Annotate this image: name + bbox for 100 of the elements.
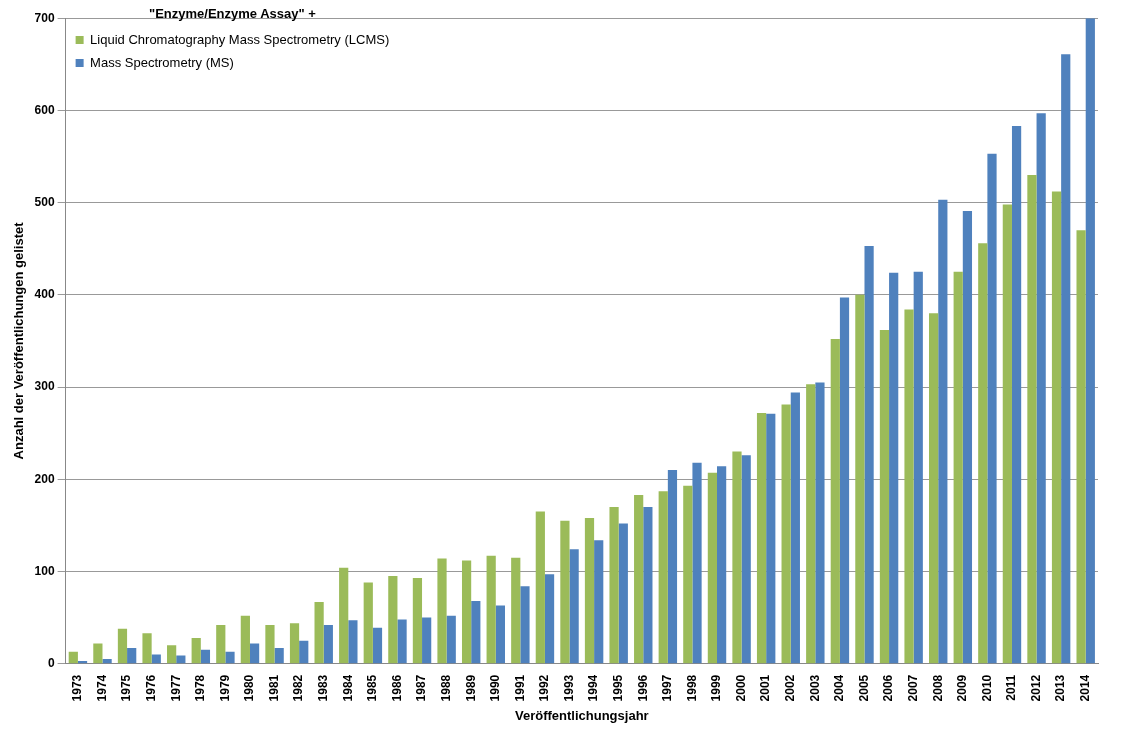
bar [1085, 18, 1095, 664]
x-tick-label: 1985 [365, 674, 380, 702]
x-tick-label: 1973 [70, 674, 85, 702]
bar [495, 605, 505, 664]
bar [584, 518, 595, 664]
bar [127, 648, 137, 664]
bar [274, 648, 284, 664]
bar [314, 601, 324, 664]
bar [756, 412, 767, 664]
bar [560, 520, 570, 664]
x-tick-label: 1999 [709, 674, 724, 702]
x-tick-label: 2004 [832, 674, 847, 702]
bar [339, 567, 349, 664]
bar [879, 329, 890, 664]
bar [1051, 191, 1062, 664]
bar [412, 577, 423, 664]
bar [864, 245, 874, 664]
bar [929, 313, 939, 664]
x-tick-label: 1995 [610, 674, 625, 702]
x-tick-label: 2007 [905, 674, 920, 702]
bar [225, 651, 235, 664]
bar [1011, 126, 1022, 664]
bar [471, 601, 481, 664]
bar [643, 506, 653, 664]
x-tick-label: 1981 [266, 674, 281, 702]
x-tick-label: 1996 [635, 674, 650, 702]
x-tick-label: 1989 [463, 674, 478, 702]
bar [151, 654, 161, 664]
bar [839, 297, 850, 664]
y-tick-label: 100 [34, 563, 55, 578]
bar [520, 586, 530, 664]
bar [68, 651, 78, 664]
x-tick-label: 2012 [1028, 674, 1043, 702]
x-tick-label: 1992 [537, 674, 552, 702]
bar [953, 271, 963, 664]
bar [766, 413, 776, 664]
bar [1061, 54, 1071, 664]
x-axis-title: Veröffentlichungsjahr [514, 707, 649, 723]
bar [855, 294, 865, 664]
bar [978, 243, 988, 664]
x-tick-label: 2002 [783, 674, 798, 702]
x-tick-label: 1994 [586, 674, 601, 702]
y-tick-label: 700 [34, 10, 55, 25]
y-tick-label: 500 [34, 194, 55, 209]
bar [511, 557, 521, 664]
x-tick-label: 1986 [389, 674, 404, 702]
x-tick-label: 1978 [193, 674, 208, 702]
x-tick-label: 1993 [561, 674, 576, 702]
y-tick-label: 600 [34, 102, 55, 117]
bar [1036, 113, 1046, 664]
y-tick-label: 200 [34, 471, 55, 486]
bar [486, 555, 496, 664]
bar [535, 511, 545, 664]
legend-label: Mass Spectrometry (MS) [90, 54, 234, 70]
bar [348, 620, 358, 664]
bar [1002, 204, 1012, 664]
bar [707, 472, 717, 664]
bar [372, 627, 383, 664]
legend-title: "Enzyme/Enzyme Assay" + [149, 6, 317, 22]
bar [618, 523, 628, 664]
bar [732, 451, 742, 664]
legend-label: Liquid Chromatography Mass Spectrometry (LCMS) [90, 31, 390, 47]
bar [117, 628, 128, 664]
bar [1076, 230, 1086, 664]
bar [889, 272, 899, 664]
bar [265, 624, 275, 664]
x-tick-label: 1977 [168, 674, 183, 702]
x-tick-label: 1974 [94, 674, 109, 702]
bar [388, 576, 398, 664]
bar [1027, 174, 1037, 664]
x-tick-label: 2003 [807, 674, 822, 702]
bar [692, 462, 702, 664]
y-tick-label: 0 [47, 656, 55, 671]
bar [200, 649, 211, 664]
y-tick-label: 400 [34, 287, 55, 302]
x-tick-label: 1997 [660, 674, 675, 702]
x-tick-label: 1998 [684, 674, 699, 702]
x-tick-label: 2013 [1053, 674, 1068, 702]
bar [363, 582, 373, 664]
bar [446, 615, 456, 664]
x-tick-label: 1984 [340, 674, 355, 702]
bar [781, 404, 791, 664]
x-tick-label: 1979 [217, 674, 232, 702]
x-tick-label: 1982 [291, 674, 306, 702]
bar [741, 455, 751, 664]
bar [962, 210, 973, 664]
bar [815, 382, 825, 664]
x-tick-label: 2010 [979, 674, 994, 702]
bar [240, 615, 250, 664]
bar [658, 491, 668, 664]
bar [102, 659, 112, 664]
bar [323, 624, 333, 664]
bar [216, 624, 226, 664]
bar [569, 549, 579, 664]
y-axis-title: Anzahl der Veröffentlichungen gelistet [11, 221, 27, 460]
x-tick-label: 2006 [881, 674, 896, 702]
bar [904, 309, 914, 664]
bar [683, 485, 693, 664]
bar [634, 494, 644, 664]
bar [830, 339, 840, 664]
